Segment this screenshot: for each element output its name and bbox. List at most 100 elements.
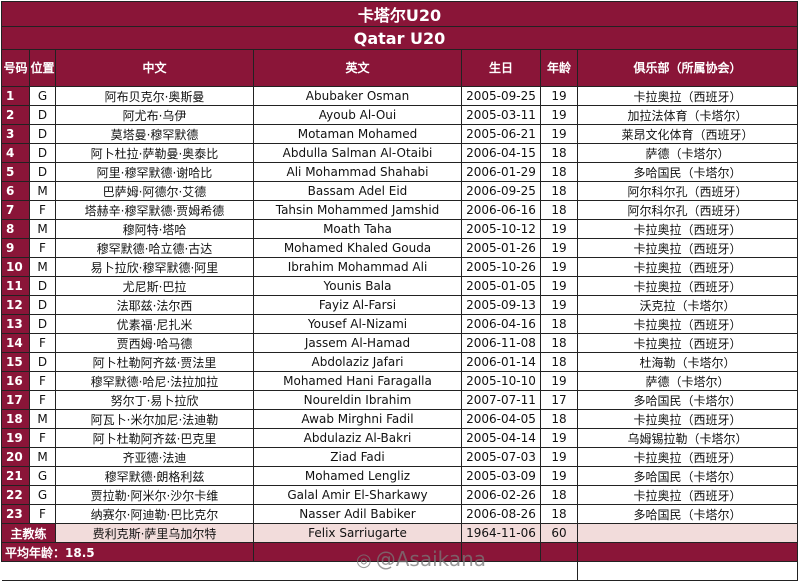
player-age: 18 bbox=[540, 352, 578, 372]
player-dob: 2005-10-10 bbox=[461, 371, 541, 391]
player-age: 19 bbox=[540, 238, 578, 258]
player-num: 16 bbox=[1, 371, 30, 391]
player-pos: D bbox=[29, 276, 56, 296]
player-num: 20 bbox=[1, 447, 30, 467]
player-dob: 2006-11-08 bbox=[461, 333, 541, 353]
footer-cell bbox=[540, 542, 578, 562]
player-pos: D bbox=[29, 124, 56, 144]
player-en: Motaman Mohamed bbox=[253, 124, 462, 144]
player-row: 17 F 努尔丁·易卜拉欣 Noureldin Ibrahim 2007-07-11 17… bbox=[1, 390, 798, 410]
player-age: 19 bbox=[540, 371, 578, 391]
footer-cell bbox=[253, 542, 462, 562]
player-en: Noureldin Ibrahim bbox=[253, 390, 462, 410]
player-pos: G bbox=[29, 466, 56, 486]
player-en: Younis Bala bbox=[253, 276, 462, 296]
player-num: 18 bbox=[1, 409, 30, 429]
player-club: 卡拉奥拉（西班牙） bbox=[576, 86, 798, 106]
player-dob: 2005-09-13 bbox=[461, 295, 541, 315]
player-club: 萨德（卡塔尔） bbox=[576, 371, 798, 391]
player-cn: 贾西姆·哈马德 bbox=[55, 333, 254, 353]
player-num: 19 bbox=[1, 428, 30, 448]
player-en: Bassam Adel Eid bbox=[253, 181, 462, 201]
player-dob: 2005-03-09 bbox=[461, 466, 541, 486]
player-club: 卡拉奥拉（西班牙） bbox=[576, 314, 798, 334]
player-pos: M bbox=[29, 257, 56, 277]
player-pos: F bbox=[29, 504, 56, 524]
player-dob: 2006-09-25 bbox=[461, 181, 541, 201]
player-club: 多哈国民（卡塔尔） bbox=[576, 390, 798, 410]
player-en: Nasser Adil Babiker bbox=[253, 504, 462, 524]
player-age: 19 bbox=[540, 276, 578, 296]
player-cn: 齐亚德·法迪 bbox=[55, 447, 254, 467]
player-cn: 穆罕默德·朗格利兹 bbox=[55, 466, 254, 486]
player-row: 2 D 阿尤布·乌伊 Ayoub Al-Oui 2005-03-11 19 加拉法体育（卡塔… bbox=[1, 105, 798, 125]
player-pos: D bbox=[29, 295, 56, 315]
player-row: 12 D 法耶兹·法尔西 Fayiz Al-Farsi 2005-09-13 19 沃克拉（… bbox=[1, 295, 798, 315]
player-club: 阿尔科尔孔（西班牙） bbox=[576, 181, 798, 201]
coach-row: 主教练 费利克斯·萨里乌加尔特 Felix Sarriugarte 1964-1… bbox=[1, 523, 798, 543]
player-en: Tahsin Mohammed Jamshid bbox=[253, 200, 462, 220]
player-cn: 努尔丁·易卜拉欣 bbox=[55, 390, 254, 410]
player-row: 4 D 阿卜杜拉·萨勒曼·奥泰比 Abdulla Salman Al-Otaibi 20… bbox=[1, 143, 798, 163]
player-cn: 纳赛尔·阿迪勒·巴比克尔 bbox=[55, 504, 254, 524]
player-num: 14 bbox=[1, 333, 30, 353]
player-num: 15 bbox=[1, 352, 30, 372]
title-en: Qatar U20 bbox=[0, 26, 798, 50]
player-cn: 优素福·尼扎米 bbox=[55, 314, 254, 334]
player-age: 19 bbox=[540, 219, 578, 239]
player-age: 18 bbox=[540, 333, 578, 353]
player-age: 18 bbox=[540, 485, 578, 505]
player-en: Mohamed Lengliz bbox=[253, 466, 462, 486]
player-pos: M bbox=[29, 409, 56, 429]
player-pos: F bbox=[29, 200, 56, 220]
player-pos: D bbox=[29, 314, 56, 334]
player-cn: 阿卜杜拉·萨勒曼·奥泰比 bbox=[55, 143, 254, 163]
header-dob: 生日 bbox=[461, 49, 541, 87]
player-club: 卡拉奥拉（西班牙） bbox=[576, 485, 798, 505]
player-row: 21 G 穆罕默德·朗格利兹 Mohamed Lengliz 2005-03-09 19 多… bbox=[1, 466, 798, 486]
player-en: Abdolaziz Jafari bbox=[253, 352, 462, 372]
player-club: 卡拉奥拉（西班牙） bbox=[576, 409, 798, 429]
player-num: 23 bbox=[1, 504, 30, 524]
player-cn: 阿卜杜勒阿齐兹·贾法里 bbox=[55, 352, 254, 372]
player-en: Abdulla Salman Al-Otaibi bbox=[253, 143, 462, 163]
player-row: 11 D 尤尼斯·巴拉 Younis Bala 2005-01-05 19 卡拉奥拉（西班牙… bbox=[1, 276, 798, 296]
player-num: 22 bbox=[1, 485, 30, 505]
player-cn: 穆罕默德·哈立德·古达 bbox=[55, 238, 254, 258]
player-club: 沃克拉（卡塔尔） bbox=[576, 295, 798, 315]
player-age: 19 bbox=[540, 105, 578, 125]
player-row: 6 M 巴萨姆·阿德尔·艾德 Bassam Adel Eid 2006-09-25 18 阿… bbox=[1, 181, 798, 201]
watermark-text: @Asaikana bbox=[375, 547, 487, 571]
player-club: 加拉法体育（卡塔尔） bbox=[576, 105, 798, 125]
player-num: 21 bbox=[1, 466, 30, 486]
player-num: 10 bbox=[1, 257, 30, 277]
player-en: Ibrahim Mohammad Ali bbox=[253, 257, 462, 277]
header-num: 号码 bbox=[1, 49, 30, 87]
watermark: ◎ @Asaikana bbox=[356, 547, 486, 571]
player-cn: 阿卜杜勒阿齐兹·巴克里 bbox=[55, 428, 254, 448]
player-dob: 2006-01-14 bbox=[461, 352, 541, 372]
player-row: 14 F 贾西姆·哈马德 Jassem Al-Hamad 2006-11-08 18 卡拉奥… bbox=[1, 333, 798, 353]
coach-en: Felix Sarriugarte bbox=[253, 523, 462, 543]
player-pos: M bbox=[29, 447, 56, 467]
player-age: 19 bbox=[540, 124, 578, 144]
title-cn: 卡塔尔U20 bbox=[0, 1, 798, 27]
player-dob: 2005-04-14 bbox=[461, 428, 541, 448]
player-cn: 塔赫辛·穆罕默德·贾姆希德 bbox=[55, 200, 254, 220]
player-cn: 阿里·穆罕默德·谢哈比 bbox=[55, 162, 254, 182]
player-row: 3 D 莫塔曼·穆罕默德 Motaman Mohamed 2005-06-21 19 莱昂文… bbox=[1, 124, 798, 144]
player-en: Abubaker Osman bbox=[253, 86, 462, 106]
player-row: 20 M 齐亚德·法迪 Ziad Fadi 2005-07-03 19 卡拉奥拉（西班牙） bbox=[1, 447, 798, 467]
player-en: Ziad Fadi bbox=[253, 447, 462, 467]
player-en: Mohamed Hani Faragalla bbox=[253, 371, 462, 391]
player-club: 卡拉奥拉（西班牙） bbox=[576, 333, 798, 353]
player-dob: 2006-08-26 bbox=[461, 504, 541, 524]
player-cn: 法耶兹·法尔西 bbox=[55, 295, 254, 315]
header-en: 英文 bbox=[253, 49, 462, 87]
player-club: 卡拉奥拉（西班牙） bbox=[576, 447, 798, 467]
player-age: 19 bbox=[540, 86, 578, 106]
player-dob: 2006-04-05 bbox=[461, 409, 541, 429]
player-dob: 2006-02-26 bbox=[461, 485, 541, 505]
player-row: 9 F 穆罕默德·哈立德·古达 Mohamed Khaled Gouda 2005-01… bbox=[1, 238, 798, 258]
player-dob: 2005-10-26 bbox=[461, 257, 541, 277]
